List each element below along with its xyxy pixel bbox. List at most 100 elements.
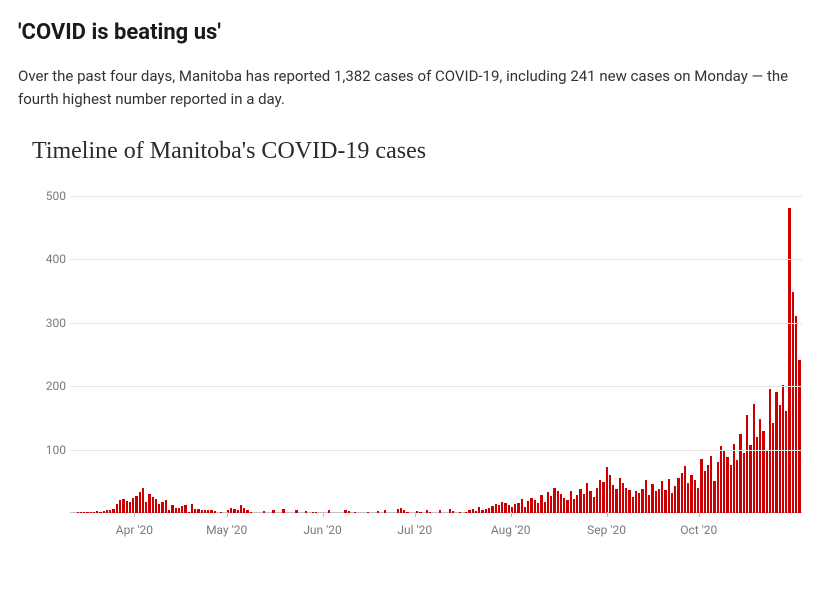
chart-bar: [645, 480, 647, 513]
chart-xtick: [134, 512, 135, 517]
chart-bar: [583, 494, 585, 513]
chart-ytick-label: 400: [32, 252, 66, 266]
chart-bar: [674, 486, 676, 513]
chart-bar: [788, 208, 790, 513]
chart-bar: [733, 444, 735, 513]
chart-bar: [514, 504, 516, 513]
chart-bar: [615, 489, 617, 513]
chart-xtick-label: Sep '20: [587, 523, 626, 537]
chart-bar: [560, 494, 562, 513]
chart-bar: [501, 502, 503, 513]
chart-bar: [557, 491, 559, 513]
chart-bar: [165, 500, 167, 513]
chart-bar: [723, 450, 725, 513]
chart-bar: [717, 462, 719, 513]
chart-bar: [756, 437, 758, 513]
chart-bar: [677, 478, 679, 513]
chart-xaxis: Apr '20May '20Jun '20Jul '20Aug '20Sep '…: [70, 513, 802, 537]
chart-bar: [707, 465, 709, 513]
chart-gridline: [70, 450, 802, 451]
chart-bar: [550, 496, 552, 513]
chart-bar: [498, 505, 500, 513]
chart-bar: [730, 465, 732, 513]
chart-bars: [70, 183, 802, 513]
chart-bar: [606, 467, 608, 513]
chart-bar: [766, 450, 768, 513]
chart-bar: [491, 506, 493, 513]
chart-bar: [148, 494, 150, 513]
chart-bar: [116, 504, 118, 513]
chart-bar: [658, 489, 660, 513]
chart-ytick-label: 200: [32, 379, 66, 393]
chart-bar: [184, 505, 186, 513]
chart-xtick: [415, 512, 416, 517]
chart-bar: [697, 488, 699, 513]
chart-bar: [671, 493, 673, 513]
chart-bar: [690, 475, 692, 513]
chart-ytick-label: 500: [32, 189, 66, 203]
chart-bar: [792, 292, 794, 513]
chart-bar: [553, 488, 555, 513]
article-lede: Over the past four days, Manitoba has re…: [18, 65, 798, 110]
chart-bar: [720, 446, 722, 513]
chart-bar: [122, 499, 124, 513]
chart-bar: [596, 488, 598, 513]
chart-bar: [769, 389, 771, 513]
chart-gridline: [70, 386, 802, 387]
chart-bar: [495, 504, 497, 513]
chart-bar: [119, 500, 121, 513]
chart-bar: [785, 411, 787, 513]
chart-bar: [145, 502, 147, 513]
chart-xtick-label: Oct '20: [680, 523, 717, 537]
chart-area: 100200300400500 Apr '20May '20Jun '20Jul…: [70, 177, 802, 537]
chart-bar: [798, 360, 800, 513]
chart-ytick-label: 100: [32, 443, 66, 457]
chart-bar: [739, 434, 741, 513]
chart-bar: [609, 475, 611, 513]
chart-bar: [651, 484, 653, 513]
chart-xtick-label: May '20: [206, 523, 247, 537]
chart-bar: [508, 505, 510, 513]
chart-gridline: [70, 259, 802, 260]
chart-bar: [537, 503, 539, 513]
chart-bar: [540, 495, 542, 513]
chart-bar: [129, 502, 131, 513]
chart-bar: [749, 445, 751, 513]
chart-bar: [504, 503, 506, 513]
chart-bar: [521, 499, 523, 513]
chart-bar: [743, 453, 745, 513]
chart-bar: [530, 498, 532, 513]
chart-bar: [527, 501, 529, 513]
chart-container: Timeline of Manitoba's COVID-19 cases 10…: [32, 138, 812, 537]
chart-bar: [534, 500, 536, 513]
chart-bar: [622, 483, 624, 513]
chart-bar: [586, 483, 588, 513]
chart-bar: [762, 431, 764, 514]
chart-bar: [759, 419, 761, 513]
chart-bar: [746, 415, 748, 513]
chart-bar: [155, 499, 157, 513]
chart-bar: [775, 392, 777, 513]
chart-bar: [593, 497, 595, 513]
chart-bar: [544, 502, 546, 513]
chart-bar: [161, 502, 163, 513]
chart-xtick-label: Jul '20: [397, 523, 432, 537]
chart-bar: [576, 495, 578, 513]
chart-xtick-label: Jun '20: [303, 523, 341, 537]
chart-bar: [681, 473, 683, 513]
chart-bar: [240, 505, 242, 513]
chart-plot: 100200300400500: [70, 183, 802, 513]
article-headline: 'COVID is beating us': [18, 20, 812, 45]
chart-bar: [135, 496, 137, 513]
chart-bar: [704, 471, 706, 513]
chart-bar: [710, 456, 712, 513]
chart-bar: [668, 479, 670, 513]
chart-bar: [694, 480, 696, 513]
chart-bar: [126, 501, 128, 513]
chart-bar: [648, 495, 650, 513]
chart-bar: [589, 491, 591, 513]
chart-bar: [566, 500, 568, 513]
chart-bar: [612, 485, 614, 513]
chart-bar: [726, 457, 728, 513]
chart-bar: [142, 488, 144, 513]
